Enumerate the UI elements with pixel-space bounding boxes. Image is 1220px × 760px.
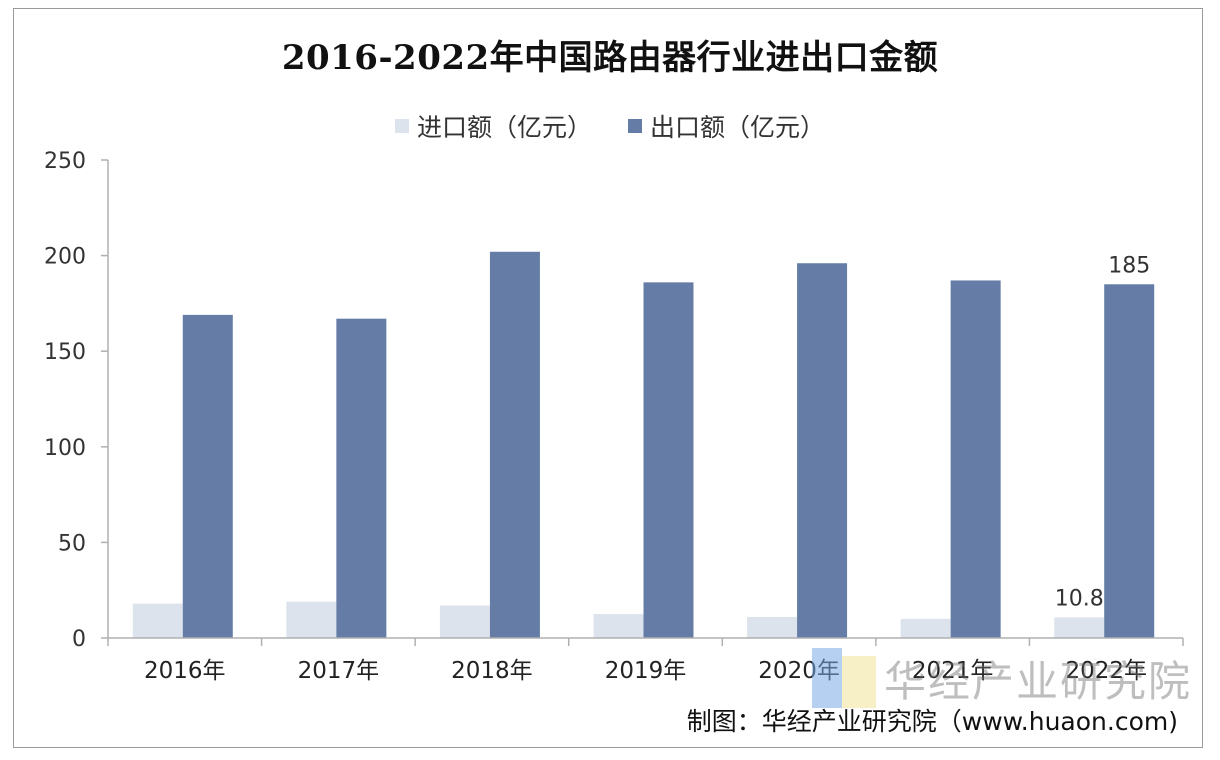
y-tick-label: 250: [44, 149, 86, 174]
legend-swatch-import: [394, 119, 409, 133]
export-data-label: 185: [1108, 253, 1150, 278]
x-tick-label: 2021年: [912, 658, 994, 684]
export-bar: [1104, 284, 1155, 638]
export-bar: [336, 318, 387, 638]
watermark-logo: [812, 648, 876, 708]
export-bar: [489, 251, 540, 638]
watermark: 华经产业研究院: [812, 648, 1192, 708]
export-bar: [797, 263, 848, 638]
y-tick-label: 100: [44, 436, 86, 461]
legend-label-export: 出口额（亿元）: [650, 113, 826, 142]
import-bar: [1054, 617, 1105, 638]
import-bar: [747, 616, 798, 638]
export-bar: [643, 282, 694, 638]
y-tick-label: 150: [44, 340, 86, 365]
chart-legend: 进口额（亿元） 出口额（亿元）: [0, 108, 1220, 144]
import-bar: [593, 614, 644, 638]
import-bar: [132, 603, 183, 638]
legend-swatch-export: [628, 119, 642, 133]
x-tick-label: 2016年: [144, 658, 226, 684]
import-bar: [286, 601, 337, 638]
watermark-text: 华经产业研究院: [883, 656, 1192, 706]
export-bar: [950, 280, 1001, 638]
import-bar: [900, 618, 951, 638]
y-tick-label: 50: [58, 531, 86, 556]
legend-item-export: 出口额（亿元）: [628, 108, 825, 144]
chart-credit: 制图：华经产业研究院（www.huaon.com): [686, 707, 1178, 736]
x-tick-label: 2018年: [451, 658, 533, 684]
legend-item-import: 进口额（亿元）: [394, 108, 592, 144]
import-data-label: 10.8: [1055, 586, 1104, 611]
x-tick-label: 2017年: [298, 658, 380, 684]
chart-title: 2016-2022年中国路由器行业进出口金额: [281, 38, 939, 78]
x-tick-label: 2022年: [1065, 658, 1147, 684]
import-bar: [439, 605, 490, 638]
y-tick-label: 200: [44, 245, 86, 270]
x-tick-label: 2019年: [605, 658, 687, 684]
legend-label-import: 进口额（亿元）: [416, 113, 592, 142]
export-bar: [182, 314, 233, 638]
y-tick-label: 0: [72, 627, 86, 652]
